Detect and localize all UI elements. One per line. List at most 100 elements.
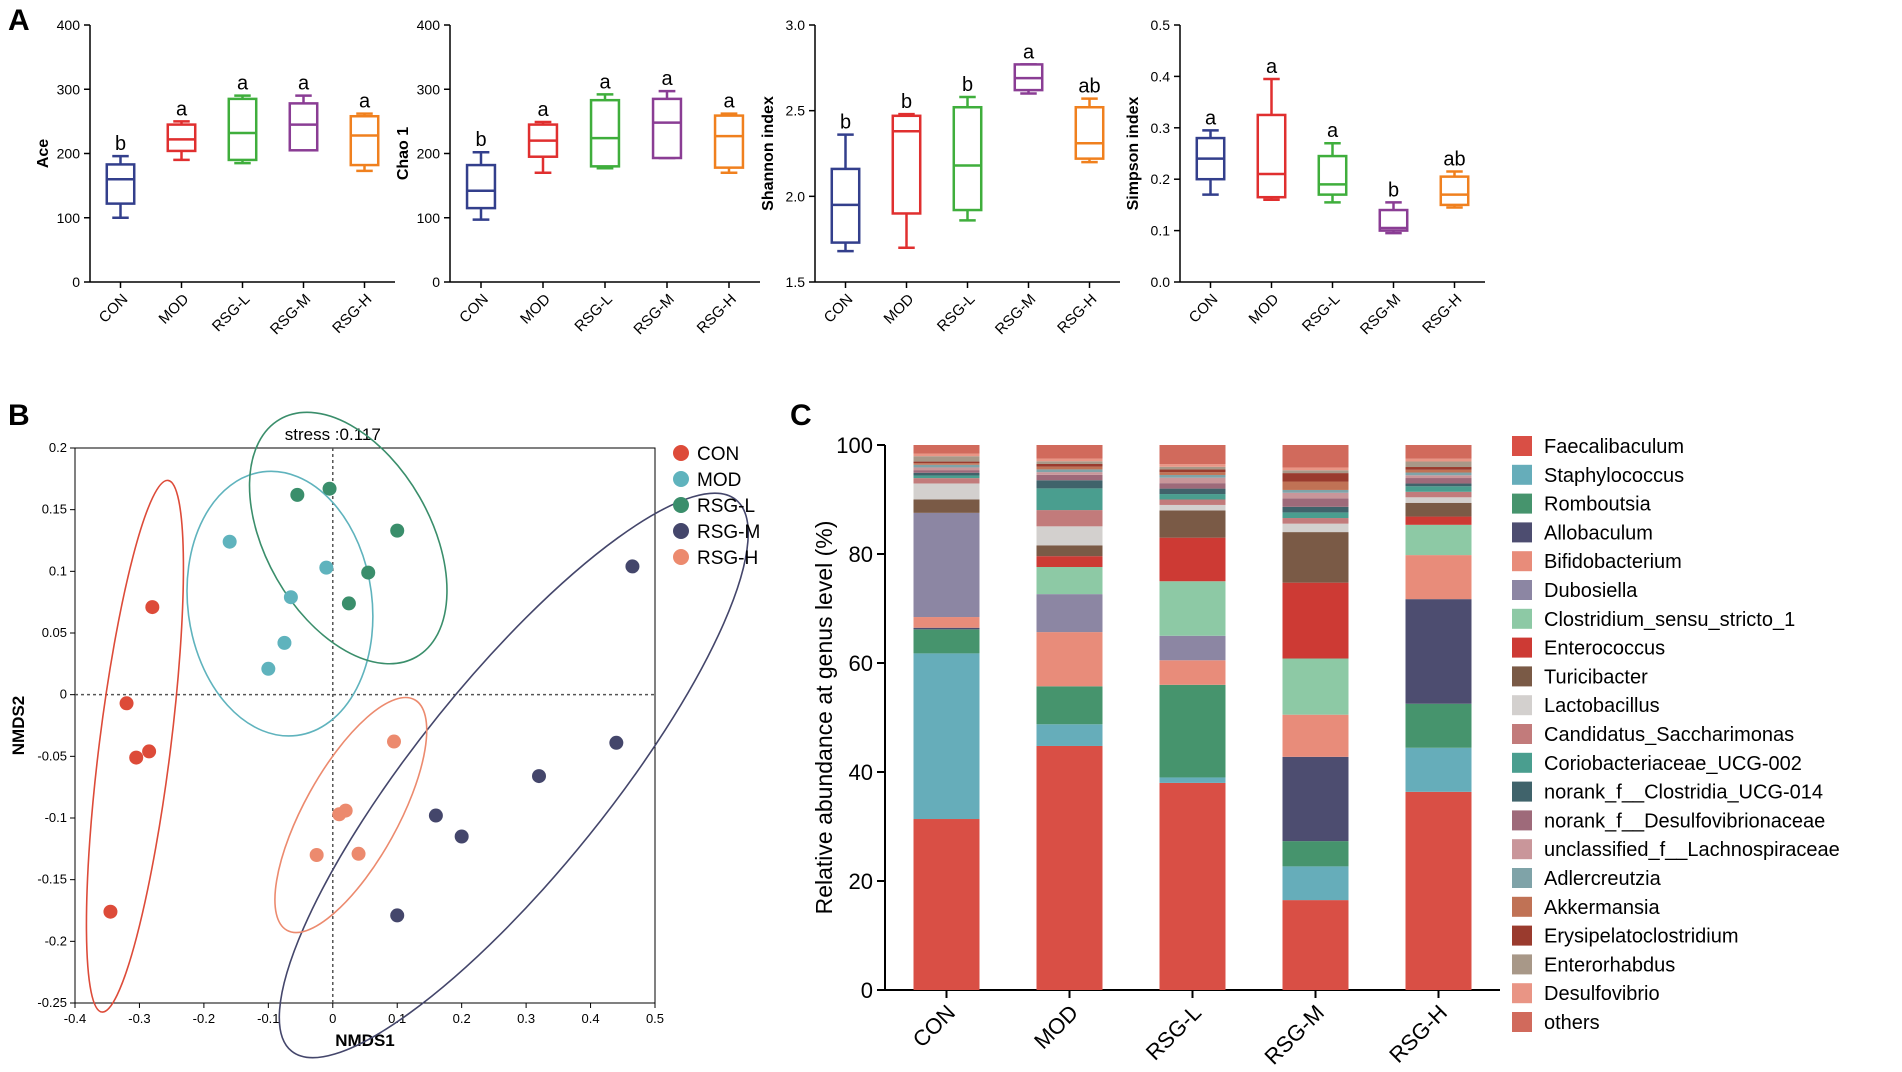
legend-label: MOD <box>697 470 741 491</box>
stress-title: stress :0.117 <box>285 425 381 444</box>
ellipse-rsg-h <box>274 696 428 934</box>
legend-marker-con <box>673 445 689 461</box>
bar-segment-dubosiella <box>1159 635 1226 661</box>
legend-swatch <box>1512 983 1532 1004</box>
box-iqr <box>713 114 745 169</box>
alpha-diversity-box-plots: 0 100 200 300 400 Ace b CON a MOD a RSG-L a RSG-M a RSG… <box>35 17 1485 338</box>
y-tick-label: 0.15 <box>42 502 67 517</box>
bar-segment-dubosiella <box>1036 594 1103 633</box>
box-mod: a <box>166 98 197 162</box>
bar-segment-others <box>913 445 980 454</box>
box-rsg-m: a <box>288 73 319 152</box>
y-tick-label: 3.0 <box>786 17 806 33</box>
plot-frame <box>74 447 656 1004</box>
point-mod <box>319 560 334 575</box>
x-tick-label: RSG-M <box>1357 291 1404 338</box>
legend-label: Bifidobacterium <box>1544 551 1682 573</box>
bar-segment-turicibacter <box>1159 510 1226 538</box>
bar-segment-others <box>1405 445 1472 459</box>
legend-swatch <box>1512 666 1532 687</box>
legend-swatch <box>1512 954 1532 975</box>
bar-segment-clostridium-sensu-stricto-1 <box>1405 524 1472 556</box>
box-con: b <box>830 112 861 253</box>
box-mod: b <box>891 91 922 249</box>
y-tick-label: 80 <box>849 542 873 567</box>
y-tick-label: 20 <box>849 869 873 894</box>
legend-swatch <box>1512 1012 1532 1032</box>
legend-label: norank_f__Desulfovibrionaceae <box>1544 810 1825 832</box>
legend-label: Romboutsia <box>1544 494 1652 516</box>
bar-segment-clostridium-sensu-stricto-1 <box>1036 567 1103 595</box>
box-iqr <box>651 97 683 160</box>
box-rsg-l: b <box>952 74 983 222</box>
y-tick-label: 0.1 <box>49 563 67 578</box>
y-tick-label: 0.3 <box>1151 120 1171 136</box>
bar-segment-coriobacteriaceae-ucg-002 <box>1159 494 1226 500</box>
bar-segment-desulfovibrio <box>913 453 980 457</box>
bar-segment-erysipelatoclostridium <box>913 461 980 464</box>
bar-segment-coriobacteriaceae-ucg-002 <box>1036 488 1103 511</box>
y-axis-label: Relative abundance at genus level (%) <box>811 521 837 915</box>
box-mod: a <box>1256 56 1287 202</box>
bar-segment-akkermansia <box>1405 469 1472 473</box>
significance-letter: a <box>723 91 735 113</box>
box-iqr <box>1378 208 1409 232</box>
significance-letter: a <box>661 68 673 90</box>
bar-segment-bifidobacterium <box>1159 660 1226 685</box>
point-con <box>142 744 157 759</box>
legend-label: Candidatus_Saccharimonas <box>1544 724 1794 746</box>
legend-marker-rsg-h <box>673 549 689 565</box>
box-rsg-l: a <box>227 73 258 165</box>
y-tick-label: 1.5 <box>786 274 806 290</box>
legend-label: Lactobacillus <box>1544 695 1660 717</box>
bar-segment-faecalibaculum <box>913 819 980 990</box>
box-rsg-h: a <box>713 91 745 175</box>
box-iqr <box>227 97 258 162</box>
bar-segment-enterorhabdus <box>1036 461 1103 464</box>
bar-segment-candidatus-saccharimonas <box>1282 518 1349 524</box>
box-iqr <box>166 123 197 153</box>
legend-label: Turicibacter <box>1544 666 1648 688</box>
legend-swatch <box>1512 839 1532 860</box>
y-tick-label: 400 <box>57 17 81 33</box>
bar-segment-enterococcus <box>1036 556 1103 568</box>
significance-letter: ab <box>1443 148 1465 170</box>
x-tick-label: 0.5 <box>646 1011 664 1026</box>
bar-segment-norank-f--clostridia-ucg-014 <box>1036 480 1103 489</box>
bar-segment-desulfovibrio <box>1159 464 1226 467</box>
x-tick-label: 0 <box>329 1011 336 1026</box>
bar-segment-staphylococcus <box>913 653 980 820</box>
bar-segment-coriobacteriaceae-ucg-002 <box>1282 512 1349 519</box>
legend-label: Faecalibaculum <box>1544 436 1684 458</box>
box-iqr <box>105 163 136 205</box>
legend-swatch <box>1512 608 1532 629</box>
bar-segment-others <box>1159 445 1226 465</box>
y-tick-label: 300 <box>417 81 441 97</box>
bar-segment-staphylococcus <box>1036 724 1103 746</box>
x-tick-label: RSG-M <box>1260 1000 1330 1070</box>
legend-swatch <box>1512 464 1532 485</box>
bar-segment-lactobacillus <box>1282 523 1349 533</box>
bar-segment-akkermansia <box>1159 472 1226 475</box>
ellipse-con <box>85 479 185 1013</box>
point-rsg-l <box>341 596 356 611</box>
bar-segment-faecalibaculum <box>1036 745 1103 990</box>
x-tick-label: RSG-L <box>934 291 978 335</box>
bar-segment-candidatus-saccharimonas <box>1036 510 1103 527</box>
bar-segment-desulfovibrio <box>1405 458 1472 462</box>
box-rsg-h: ab <box>1074 76 1105 164</box>
y-tick-label: 0.05 <box>42 625 67 640</box>
y-tick-label: 0.2 <box>1151 171 1171 187</box>
y-axis-label: Shannon index <box>760 96 777 211</box>
x-tick-label: -0.4 <box>64 1011 86 1026</box>
box-rsg-m: a <box>1013 41 1044 95</box>
x-tick-label: 0.3 <box>517 1011 535 1026</box>
y-tick-label: 0.0 <box>1151 274 1171 290</box>
box-plot-1: 0 100 200 300 400 Ace b CON a MOD a RSG-L a RSG-M a RSG… <box>35 17 395 338</box>
point-mod <box>261 661 276 676</box>
bar-segment-enterococcus <box>1159 537 1226 582</box>
significance-letter: a <box>1266 56 1278 78</box>
y-tick-label: -0.05 <box>37 748 67 763</box>
x-tick-label: RSG-L <box>209 291 253 335</box>
y-axis-label: Simpson index <box>1125 97 1142 211</box>
